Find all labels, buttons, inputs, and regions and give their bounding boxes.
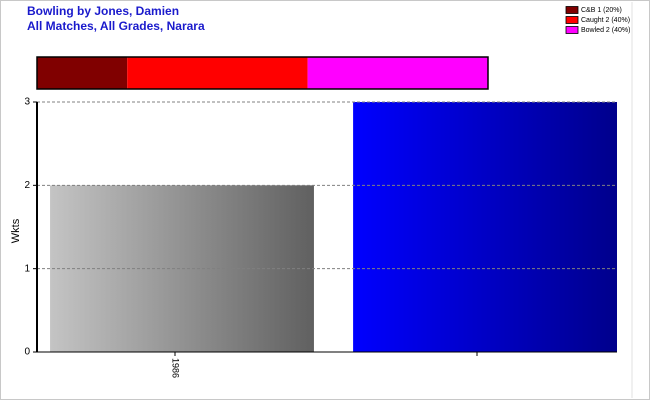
legend-label: Caught 2 (40%)	[581, 17, 630, 24]
proportion-segment	[37, 57, 128, 89]
bar	[353, 102, 617, 352]
legend-swatch	[565, 16, 579, 24]
chart-subtitle: All Matches, All Grades, Narara	[27, 19, 205, 33]
y-tick-label: 0	[24, 347, 30, 358]
proportion-segment	[127, 57, 308, 89]
legend-label: Bowled 2 (40%)	[581, 27, 630, 34]
legend-swatch	[565, 6, 579, 14]
y-axis-label: Wkts	[10, 218, 22, 243]
proportion-border	[36, 56, 489, 90]
x-tick-label: 1986	[171, 358, 181, 378]
legend-swatch	[565, 26, 579, 34]
legend-label: C&B 1 (20%)	[581, 7, 622, 14]
proportion-segment	[307, 57, 488, 89]
y-tick-label: 3	[24, 97, 30, 108]
y-tick-label: 1	[24, 263, 30, 274]
chart-title: Bowling by Jones, Damien	[27, 4, 179, 18]
y-tick-label: 2	[24, 180, 30, 191]
